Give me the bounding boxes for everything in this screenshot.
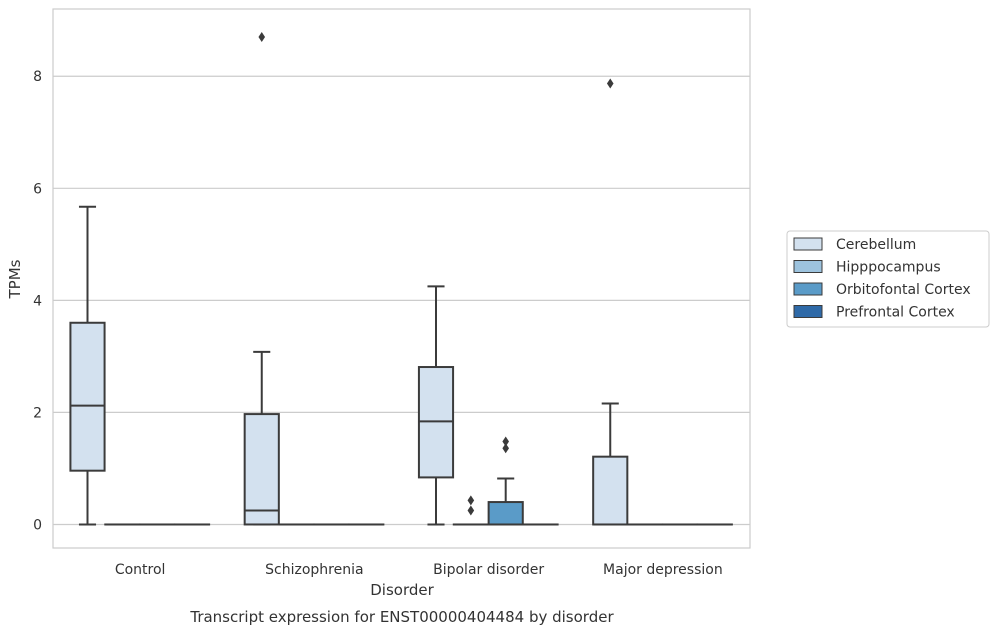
y-axis-title: TPMs xyxy=(6,259,24,299)
box-0-0 xyxy=(69,205,106,526)
legend-label: Hipppocampus xyxy=(836,260,941,276)
box-body xyxy=(592,455,629,526)
x-tick-label: Control xyxy=(115,562,166,578)
outlier-point xyxy=(502,436,510,447)
box-2-1 xyxy=(452,495,489,526)
x-tick-label: Schizophrenia xyxy=(265,562,363,578)
x-axis-title: Disorder xyxy=(370,581,434,599)
legend-swatch xyxy=(793,260,823,273)
box-2-2 xyxy=(487,436,524,526)
box-body xyxy=(487,501,524,526)
outlier-point xyxy=(467,495,475,506)
y-tick-label: 8 xyxy=(33,69,42,85)
y-axis-ticks: 0 2 4 6 8 xyxy=(33,69,42,533)
legend: Cerebellum Hipppocampus Orbitofontal Corte… xyxy=(786,230,990,328)
legend-label: Prefrontal Cortex xyxy=(836,305,955,321)
y-tick-label: 0 xyxy=(33,517,42,533)
grid-lines xyxy=(53,75,750,526)
plot-frame xyxy=(52,8,751,549)
outlier-point xyxy=(502,443,510,454)
box-3-0 xyxy=(592,78,629,526)
box-2-0 xyxy=(417,285,455,526)
outlier-point xyxy=(606,78,614,89)
outlier-point xyxy=(467,505,475,516)
legend-frame xyxy=(786,230,990,328)
box-1-0 xyxy=(243,32,280,526)
legend-label: Cerebellum xyxy=(836,237,916,253)
legend-swatch xyxy=(793,305,823,318)
y-tick-label: 4 xyxy=(33,293,42,309)
legend-swatch xyxy=(793,237,823,251)
box-body xyxy=(243,413,280,526)
outlier-point xyxy=(258,32,266,43)
y-tick-label: 2 xyxy=(33,405,42,421)
chart-title: Transcript expression for ENST0000040448… xyxy=(189,608,614,626)
x-tick-label: Bipolar disorder xyxy=(433,562,544,578)
box-marks xyxy=(69,32,733,526)
legend-label: Orbitofontal Cortex xyxy=(836,282,971,298)
y-tick-label: 6 xyxy=(33,181,42,197)
box-body xyxy=(69,321,106,472)
x-tick-label: Major depression xyxy=(603,562,723,578)
x-axis-ticks: Control Schizophrenia Bipolar disorder Majo… xyxy=(115,562,723,578)
legend-swatch xyxy=(793,282,823,296)
